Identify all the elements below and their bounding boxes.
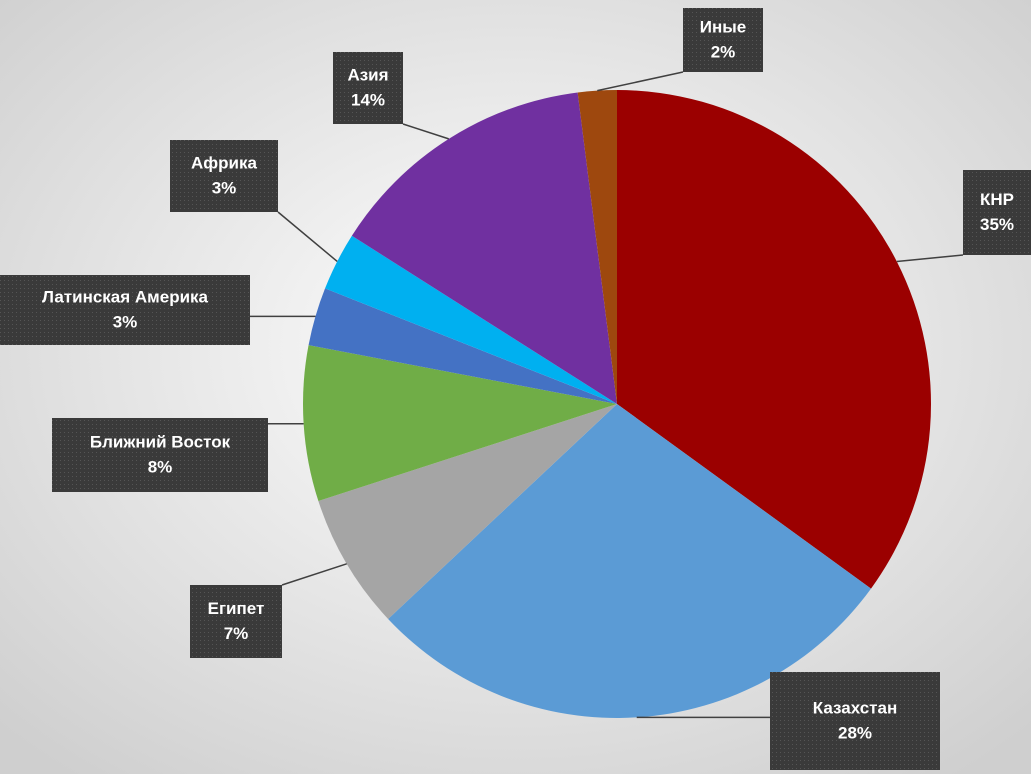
leader-line: [281, 563, 347, 586]
category-label: Казахстан: [813, 698, 897, 717]
pie-slice: [577, 90, 617, 404]
pie-slice: [318, 404, 617, 619]
category-label: Азия: [347, 65, 388, 84]
category-label: Иные: [700, 17, 746, 36]
leader-line: [896, 254, 964, 263]
leader-line: [277, 211, 338, 263]
value-label: 28%: [838, 723, 872, 742]
category-label: Египет: [208, 599, 265, 618]
leader-line: [597, 71, 684, 92]
category-label: Латинская Америка: [42, 287, 209, 306]
pie-slice: [388, 404, 872, 718]
label-box: [333, 52, 403, 124]
label-box: [170, 140, 278, 212]
category-label: Ближний Восток: [90, 432, 231, 451]
value-label: 35%: [980, 215, 1014, 234]
label-box: [0, 275, 250, 345]
category-label: Африка: [191, 153, 257, 172]
label-box: [52, 418, 268, 492]
pie-slice: [351, 92, 617, 404]
value-label: 7%: [224, 624, 249, 643]
value-label: 14%: [351, 90, 385, 109]
label-box: [963, 170, 1031, 255]
pie-slice: [302, 345, 617, 502]
pie-slice: [325, 235, 617, 404]
value-label: 3%: [113, 312, 138, 331]
label-box: [683, 8, 763, 72]
value-label: 2%: [711, 42, 736, 61]
label-box: [770, 672, 940, 770]
pie-slice: [308, 288, 617, 404]
value-label: 8%: [148, 457, 173, 476]
label-box: [190, 585, 282, 658]
pie-slice: [617, 90, 932, 589]
category-label: КНР: [980, 190, 1014, 209]
leader-line: [402, 123, 449, 140]
value-label: 3%: [212, 178, 237, 197]
